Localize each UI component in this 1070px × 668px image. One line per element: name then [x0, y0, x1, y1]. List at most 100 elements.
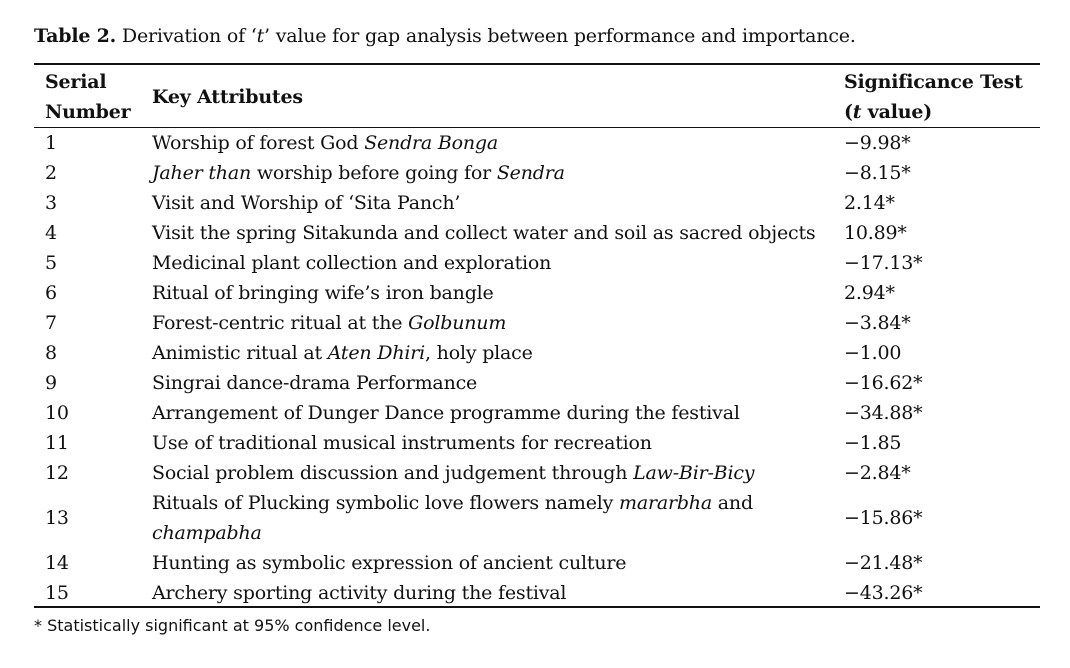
attribute-text: Rituals of Plucking symbolic love flower…	[152, 492, 619, 514]
cell-serial-number: 10	[45, 402, 69, 424]
attribute-line: champabha	[152, 518, 753, 548]
cell-t-value: 2.94*	[844, 282, 895, 304]
attribute-line: Arrangement of Dunger Dance programme du…	[152, 398, 740, 428]
cell-key-attribute: Forest-centric ritual at the Golbunum	[152, 308, 506, 338]
attribute-text: Social problem discussion and judgement …	[152, 462, 634, 484]
attribute-text: Medicinal plant collection and explorati…	[152, 252, 552, 274]
table-header-rule	[34, 127, 1040, 128]
table-footnote: * Statistically significant at 95% confi…	[34, 616, 431, 635]
attribute-line: Social problem discussion and judgement …	[152, 458, 754, 488]
cell-key-attribute: Ritual of bringing wife’s iron bangle	[152, 278, 494, 308]
cell-t-value: −1.85	[844, 432, 902, 454]
attribute-italic-text: Law-Bir-Bicy	[633, 462, 755, 484]
header-sig-line2: (t value)	[844, 97, 1023, 127]
cell-key-attribute: Singrai dance-drama Performance	[152, 368, 477, 398]
attribute-text: Animistic ritual at	[152, 342, 328, 364]
header-serial: Serial Number	[45, 67, 131, 127]
table-bottom-rule	[34, 606, 1040, 608]
cell-t-value: −1.00	[844, 342, 902, 364]
attribute-text: and	[711, 492, 753, 514]
attribute-line: Archery sporting activity during the fes…	[152, 578, 567, 608]
attribute-text: Arrangement of Dunger Dance programme du…	[152, 402, 740, 424]
attribute-line: Use of traditional musical instruments f…	[152, 428, 652, 458]
attribute-italic-text: mararbha	[619, 492, 712, 514]
cell-key-attribute: Hunting as symbolic expression of ancien…	[152, 548, 626, 578]
cell-t-value: −16.62*	[844, 372, 923, 394]
cell-key-attribute: Archery sporting activity during the fes…	[152, 578, 567, 608]
cell-t-value: −2.84*	[844, 462, 911, 484]
attribute-line: Visit the spring Sitakunda and collect w…	[152, 218, 816, 248]
cell-t-value: −9.98*	[844, 132, 911, 154]
caption-text-before: Derivation of ‘	[116, 25, 257, 47]
attribute-line: Hunting as symbolic expression of ancien…	[152, 548, 626, 578]
cell-serial-number: 4	[45, 222, 57, 244]
table-top-rule	[34, 63, 1040, 65]
caption-label: Table 2.	[34, 25, 117, 47]
cell-serial-number: 3	[45, 192, 57, 214]
cell-t-value: −3.84*	[844, 312, 911, 334]
attribute-text: Worship of forest God	[152, 132, 365, 154]
attribute-line: Worship of forest God Sendra Bonga	[152, 128, 498, 158]
attribute-line: Medicinal plant collection and explorati…	[152, 248, 551, 278]
cell-t-value: 2.14*	[844, 192, 895, 214]
attribute-italic-text: Golbunum	[408, 312, 507, 334]
caption-text-italic: t	[256, 25, 265, 47]
attribute-line: Visit and Worship of ‘Sita Panch’	[152, 188, 460, 218]
cell-key-attribute: Animistic ritual at Aten Dhiri, holy pla…	[152, 338, 533, 368]
header-sig-paren: (	[844, 101, 853, 123]
header-significance: Significance Test (t value)	[844, 67, 1023, 127]
cell-serial-number: 11	[45, 432, 69, 454]
cell-key-attribute: Worship of forest God Sendra Bonga	[152, 128, 498, 158]
cell-serial-number: 15	[45, 582, 69, 604]
cell-serial-number: 14	[45, 552, 69, 574]
cell-key-attribute: Use of traditional musical instruments f…	[152, 428, 652, 458]
cell-t-value: −43.26*	[844, 582, 923, 604]
header-sig-italic: t	[852, 101, 862, 123]
attribute-italic-text: Jaher than	[152, 162, 251, 184]
attribute-line: Jaher than worship before going for Send…	[152, 158, 565, 188]
attribute-line: Rituals of Plucking symbolic love flower…	[152, 488, 753, 518]
cell-serial-number: 6	[45, 282, 57, 304]
attribute-text: , holy place	[425, 342, 533, 364]
attribute-line: Forest-centric ritual at the Golbunum	[152, 308, 506, 338]
cell-serial-number: 1	[45, 132, 57, 154]
attribute-line: Animistic ritual at Aten Dhiri, holy pla…	[152, 338, 533, 368]
attribute-italic-text: champabha	[152, 522, 262, 544]
header-serial-line1: Serial	[45, 71, 107, 93]
attribute-italic-text: Sendra Bonga	[364, 132, 499, 154]
attribute-text: Visit and Worship of ‘Sita Panch’	[152, 192, 461, 214]
attribute-line: Singrai dance-drama Performance	[152, 368, 477, 398]
cell-key-attribute: Rituals of Plucking symbolic love flower…	[152, 488, 753, 548]
header-sig-line1: Significance Test	[844, 71, 1023, 93]
attribute-line: Ritual of bringing wife’s iron bangle	[152, 278, 494, 308]
table-caption: Table 2. Derivation of ‘t’ value for gap…	[34, 25, 856, 47]
header-attributes: Key Attributes	[152, 86, 303, 108]
cell-t-value: −34.88*	[844, 402, 923, 424]
cell-key-attribute: Visit and Worship of ‘Sita Panch’	[152, 188, 460, 218]
cell-key-attribute: Jaher than worship before going for Send…	[152, 158, 565, 188]
cell-t-value: −8.15*	[844, 162, 911, 184]
cell-serial-number: 7	[45, 312, 57, 334]
cell-key-attribute: Social problem discussion and judgement …	[152, 458, 754, 488]
attribute-text: Use of traditional musical instruments f…	[152, 432, 652, 454]
cell-serial-number: 8	[45, 342, 57, 364]
cell-t-value: −15.86*	[844, 507, 923, 529]
cell-t-value: 10.89*	[844, 222, 907, 244]
attribute-text: Archery sporting activity during the fes…	[152, 582, 567, 604]
attribute-italic-text: Sendra	[496, 162, 565, 184]
cell-t-value: −17.13*	[844, 252, 923, 274]
cell-serial-number: 13	[45, 507, 69, 529]
attribute-text: Forest-centric ritual at the	[152, 312, 409, 334]
cell-key-attribute: Visit the spring Sitakunda and collect w…	[152, 218, 816, 248]
attribute-text: Ritual of bringing wife’s iron bangle	[152, 282, 494, 304]
cell-serial-number: 9	[45, 372, 57, 394]
attribute-text: Singrai dance-drama Performance	[152, 372, 478, 394]
attribute-text: worship before going for	[250, 162, 497, 184]
cell-key-attribute: Arrangement of Dunger Dance programme du…	[152, 398, 740, 428]
attribute-italic-text: Aten Dhiri	[327, 342, 425, 364]
cell-t-value: −21.48*	[844, 552, 923, 574]
cell-key-attribute: Medicinal plant collection and explorati…	[152, 248, 551, 278]
cell-serial-number: 5	[45, 252, 57, 274]
attribute-text: Hunting as symbolic expression of ancien…	[152, 552, 627, 574]
cell-serial-number: 2	[45, 162, 57, 184]
